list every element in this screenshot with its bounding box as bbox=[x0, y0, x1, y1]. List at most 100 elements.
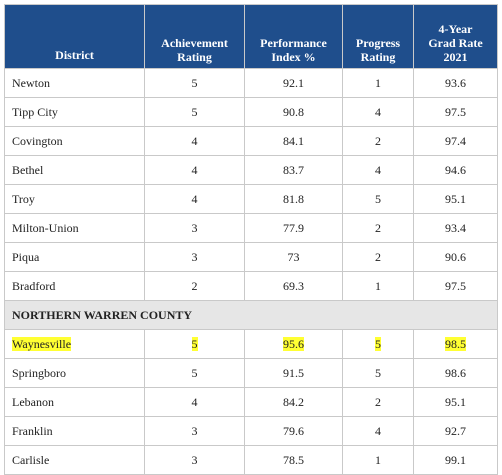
cell-progress: 1 bbox=[342, 445, 414, 475]
cell-value: 4 bbox=[191, 162, 198, 177]
cell-performance: 95.6 bbox=[244, 329, 343, 359]
table-row: Carlisle 3 78.5 1 99.1 bbox=[4, 445, 498, 475]
cell-progress: 2 bbox=[342, 126, 414, 156]
cell-achievement: 4 bbox=[144, 126, 245, 156]
cell-performance: 69.3 bbox=[244, 271, 343, 301]
cell-value: 69.3 bbox=[283, 278, 304, 293]
cell-achievement: 3 bbox=[144, 242, 245, 272]
cell-district: Lebanon bbox=[4, 387, 145, 417]
cell-value: 73 bbox=[287, 249, 300, 264]
cell-grad: 92.7 bbox=[413, 416, 498, 446]
cell-district: Bradford bbox=[4, 271, 145, 301]
cell-progress: 4 bbox=[342, 97, 414, 127]
cell-performance: 84.2 bbox=[244, 387, 343, 417]
cell-district: Newton bbox=[4, 68, 145, 98]
cell-grad: 99.1 bbox=[413, 445, 498, 475]
header-progress-rating: Progress Rating bbox=[342, 4, 414, 69]
cell-value: Bethel bbox=[12, 162, 44, 177]
cell-value: 5 bbox=[375, 336, 381, 351]
cell-value: 2 bbox=[375, 394, 381, 409]
cell-value: 3 bbox=[191, 452, 198, 467]
cell-value: 90.6 bbox=[445, 249, 466, 264]
cell-achievement: 5 bbox=[144, 97, 245, 127]
cell-value: 2 bbox=[191, 278, 198, 293]
cell-progress: 2 bbox=[342, 387, 414, 417]
cell-value: 92.1 bbox=[283, 75, 304, 90]
cell-value: 90.8 bbox=[283, 104, 304, 119]
cell-progress: 5 bbox=[342, 358, 414, 388]
header-line: Index % bbox=[271, 50, 316, 64]
cell-value: 95.1 bbox=[445, 394, 466, 409]
header-performance-index: Performance Index % bbox=[244, 4, 343, 69]
cell-value: 93.6 bbox=[445, 75, 466, 90]
cell-grad: 95.1 bbox=[413, 387, 498, 417]
cell-performance: 77.9 bbox=[244, 213, 343, 243]
header-line: 2021 bbox=[443, 50, 468, 64]
cell-value: 1 bbox=[375, 75, 381, 90]
table-row: Tipp City 5 90.8 4 97.5 bbox=[4, 97, 498, 127]
cell-value: 78.5 bbox=[283, 452, 304, 467]
cell-value: 4 bbox=[375, 104, 381, 119]
cell-value: 5 bbox=[375, 365, 381, 380]
table-row: Springboro 5 91.5 5 98.6 bbox=[4, 358, 498, 388]
cell-value: 97.5 bbox=[445, 104, 466, 119]
cell-achievement: 5 bbox=[144, 68, 245, 98]
cell-performance: 83.7 bbox=[244, 155, 343, 185]
cell-progress: 5 bbox=[342, 329, 414, 359]
section-row: NORTHERN WARREN COUNTY bbox=[4, 300, 498, 330]
cell-value: Milton-Union bbox=[12, 220, 79, 235]
table-row: Covington 4 84.1 2 97.4 bbox=[4, 126, 498, 156]
cell-value: 97.5 bbox=[445, 278, 466, 293]
header-achievement-rating: Achievement Rating bbox=[144, 4, 245, 69]
ratings-table: District Achievement Rating Performance … bbox=[4, 4, 498, 475]
cell-value: 98.6 bbox=[445, 365, 466, 380]
cell-district: Franklin bbox=[4, 416, 145, 446]
cell-value: 94.6 bbox=[445, 162, 466, 177]
cell-value: 5 bbox=[191, 365, 198, 380]
cell-value: 4 bbox=[375, 162, 381, 177]
header-line: Grad Rate bbox=[428, 36, 483, 50]
cell-value: Carlisle bbox=[12, 452, 50, 467]
cell-value: 4 bbox=[191, 191, 198, 206]
header-district: District bbox=[4, 4, 145, 69]
header-line: Rating bbox=[360, 50, 396, 64]
cell-value: 92.7 bbox=[445, 423, 466, 438]
cell-value: 77.9 bbox=[283, 220, 304, 235]
cell-district: Carlisle bbox=[4, 445, 145, 475]
cell-progress: 4 bbox=[342, 155, 414, 185]
header-row: District Achievement Rating Performance … bbox=[4, 4, 498, 69]
cell-district: Springboro bbox=[4, 358, 145, 388]
cell-grad: 97.5 bbox=[413, 271, 498, 301]
section-label: NORTHERN WARREN COUNTY bbox=[4, 300, 498, 330]
table-row: Bradford 2 69.3 1 97.5 bbox=[4, 271, 498, 301]
cell-grad: 95.1 bbox=[413, 184, 498, 214]
cell-district: Covington bbox=[4, 126, 145, 156]
cell-value: 98.5 bbox=[445, 336, 466, 351]
cell-value: 97.4 bbox=[445, 133, 466, 148]
cell-value: 4 bbox=[375, 423, 381, 438]
cell-progress: 1 bbox=[342, 68, 414, 98]
cell-performance: 78.5 bbox=[244, 445, 343, 475]
cell-performance: 81.8 bbox=[244, 184, 343, 214]
cell-value: 4 bbox=[191, 394, 198, 409]
cell-value: 99.1 bbox=[445, 452, 466, 467]
cell-value: 5 bbox=[375, 191, 381, 206]
cell-value: 84.1 bbox=[283, 133, 304, 148]
cell-district: Milton-Union bbox=[4, 213, 145, 243]
cell-value: 83.7 bbox=[283, 162, 304, 177]
cell-value: 3 bbox=[191, 249, 198, 264]
cell-district: Bethel bbox=[4, 155, 145, 185]
cell-grad: 98.6 bbox=[413, 358, 498, 388]
header-line: Progress bbox=[355, 36, 401, 50]
cell-value: Covington bbox=[12, 133, 63, 148]
cell-value: Bradford bbox=[12, 278, 56, 293]
cell-performance: 73 bbox=[244, 242, 343, 272]
cell-achievement: 2 bbox=[144, 271, 245, 301]
cell-progress: 1 bbox=[342, 271, 414, 301]
cell-grad: 97.4 bbox=[413, 126, 498, 156]
cell-progress: 5 bbox=[342, 184, 414, 214]
cell-grad: 93.6 bbox=[413, 68, 498, 98]
cell-value: Franklin bbox=[12, 423, 53, 438]
cell-achievement: 5 bbox=[144, 329, 245, 359]
header-line: Achievement bbox=[161, 36, 228, 50]
